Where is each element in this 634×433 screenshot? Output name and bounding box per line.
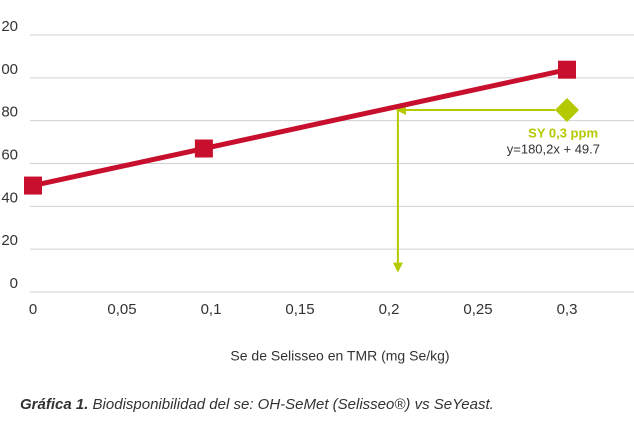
marker-equation: y=180,2x + 49.7 [507,141,600,156]
readout-v-head [392,262,403,273]
x-tick-label: 0,1 [201,301,222,318]
x-tick-label: 0,3 [557,301,578,318]
x-tick-label: 0,25 [463,301,492,318]
point [558,60,576,79]
x-tick-label: 0 [29,301,37,318]
y-tick-label: 60 [1,146,18,163]
y-tick-label: 80 [1,104,18,121]
y-tick-label: 20 [1,232,18,249]
y-tick-label: 40 [1,189,18,206]
y-tick-label: 00 [1,61,18,78]
point [194,139,213,158]
x-tick-label: 0,05 [107,301,136,318]
x-tick-label: 0,15 [285,301,314,318]
marker [555,97,579,122]
caption-text: Biodisponibilidad del se: OH-SeMet (Seli… [88,396,493,413]
marker-label: SY 0,3 ppm [528,125,598,140]
y-tick-label: 20 [1,18,18,35]
x-tick-label: 0,2 [379,301,400,318]
point [24,176,42,195]
caption-label: Gráfica 1. [20,396,88,413]
caption: Gráfica 1. Biodisponibilidad del se: OH-… [20,396,494,413]
series-line [32,67,568,189]
x-axis-label: Se de Selisseo en TMR (mg Se/kg) [230,348,449,364]
y-tick-label: 0 [10,275,18,292]
